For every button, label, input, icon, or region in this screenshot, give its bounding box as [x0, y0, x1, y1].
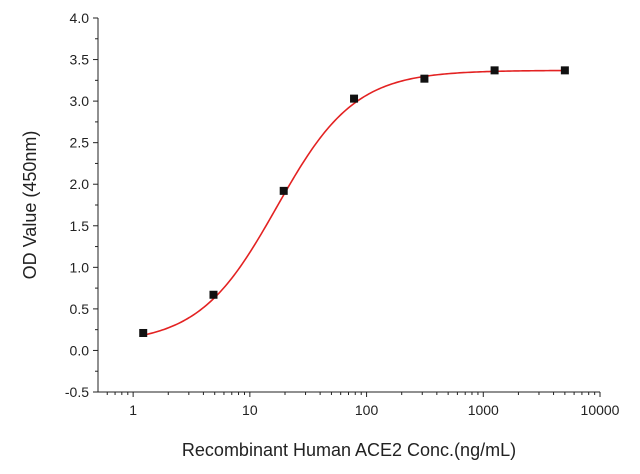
- y-tick-label: 1.5: [70, 218, 90, 234]
- y-tick-label: 3.0: [70, 93, 90, 109]
- series-layer: [139, 66, 569, 337]
- y-tick-label: 0.5: [70, 301, 90, 317]
- y-tick-label: 2.5: [70, 135, 90, 151]
- y-tick-label: 1.0: [70, 259, 90, 275]
- data-point: [560, 66, 569, 75]
- x-tick-label: 10: [242, 402, 258, 418]
- x-tick-label: 10000: [581, 402, 620, 418]
- data-point: [279, 186, 288, 195]
- y-tick-label: 2.0: [70, 176, 90, 192]
- data-point: [350, 94, 359, 103]
- x-tick-label: 1: [129, 402, 137, 418]
- data-point: [490, 66, 499, 75]
- y-ticks: -0.5 0.0 0.5 1.0 1.5 2.0 2.5 3.0 3.5 4.0: [65, 10, 98, 400]
- data-point: [420, 74, 429, 83]
- x-ticks: 1 10 100 1000 10000: [106, 392, 620, 418]
- y-tick-label: -0.5: [65, 384, 89, 400]
- x-axis-title: Recombinant Human ACE2 Conc.(ng/mL): [182, 440, 516, 460]
- axes: [97, 18, 600, 393]
- x-tick-label: 1000: [468, 402, 499, 418]
- fit-curve: [143, 69, 565, 336]
- y-axis-title: OD Value (450nm): [20, 131, 40, 280]
- y-tick-label: 3.5: [70, 52, 90, 68]
- data-point: [139, 328, 148, 337]
- y-tick-label: 4.0: [70, 10, 90, 26]
- y-tick-label: 0.0: [70, 342, 90, 358]
- data-point: [209, 290, 218, 299]
- x-tick-label: 100: [355, 402, 379, 418]
